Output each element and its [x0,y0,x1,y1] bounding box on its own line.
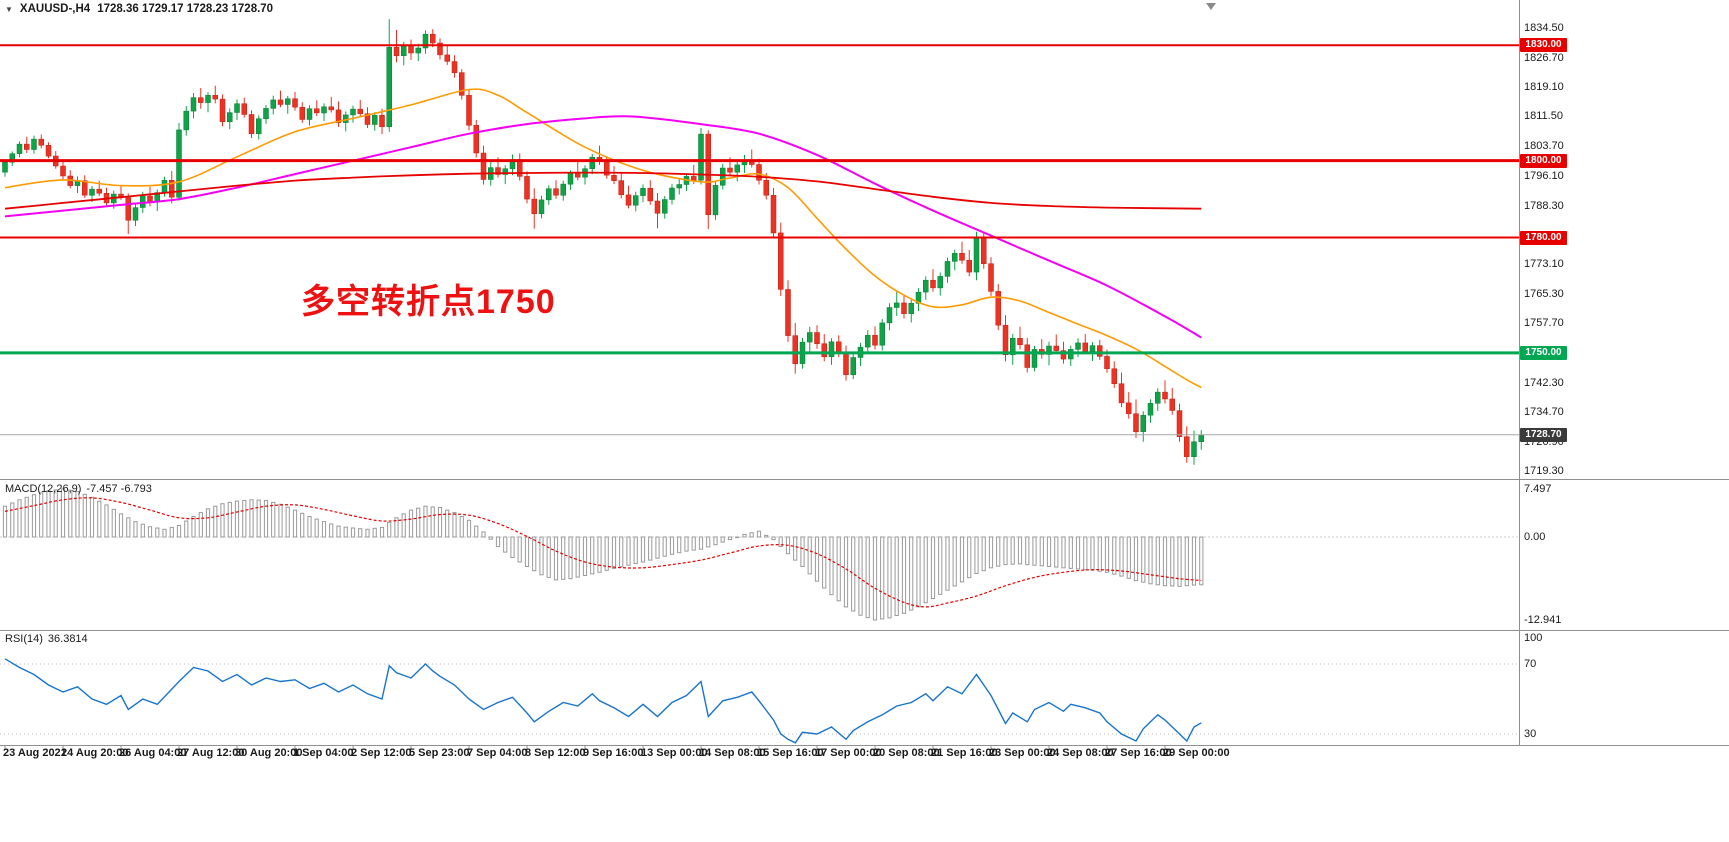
time-axis[interactable]: 23 Aug 2021 24 Aug 20:00 26 Aug 04:00 27 Au… [0,747,1519,763]
time-axis-label: 9 Sep 16:00 [583,747,644,759]
annotation-text: 多空转折点1750 [301,283,556,321]
symbol-timeframe: XAUUSD-,H4 [19,3,91,15]
price-line-badge: 1780.00 [1520,230,1567,245]
ohlc-values: 1728.36 1729.17 1728.23 1728.70 [97,3,274,15]
time-axis-label: 27 Aug 12:00 [177,747,245,759]
price-line-badge: 1750.00 [1520,345,1567,360]
price-scale-label: 1819.10 [1524,81,1564,94]
price-scale-label: 1788.30 [1524,199,1564,212]
price-line-badge: 1800.00 [1520,153,1567,168]
ma-slow-red-layer [4,171,1202,210]
time-axis-label: 23 Aug 2021 [3,747,67,759]
chart-shift-marker-icon[interactable] [1206,3,1216,10]
time-axis-label: 26 Aug 04:00 [119,747,187,759]
ma-slow-red [4,171,1202,210]
time-axis-label: 30 Aug 20:00 [235,747,303,759]
time-axis-label: 23 Sep 00:00 [989,747,1056,759]
macd-scale-label: 7.497 [1524,482,1552,495]
symbol-ohlc-info: ▼ XAUUSD-,H4 1728.36 1729.17 1728.23 172… [5,3,273,15]
rsi-scale-label: 30 [1524,728,1537,740]
rsi-label: RSI(14) [5,633,43,645]
price-scale-label: 1757.70 [1524,317,1564,330]
time-axis-label: 14 Sep 08:00 [699,747,766,759]
rsi-scale-label: 100 [1524,632,1543,644]
time-axis-label: 17 Sep 00:00 [815,747,882,759]
macd-scale-label: 0.00 [1524,531,1546,543]
macd-indicator-label: MACD(12,26,9) -7.457 -6.793 [5,483,157,495]
time-axis-label: 24 Sep 08:00 [1047,747,1114,759]
price-scale[interactable]: 1834.50 1826.70 1819.10 1811.50 1803.70 1796.… [1519,0,1729,746]
price-scale-label: 1834.50 [1524,22,1564,34]
price-scale-label: 1773.10 [1524,258,1564,271]
macd-layer [0,488,1519,621]
time-axis-label: 27 Sep 16:00 [1105,747,1172,759]
price-scale-label: 1742.30 [1524,376,1564,389]
time-axis-label: 2 Sep 12:00 [351,747,412,759]
macd-scale-label: -12.941 [1524,613,1562,626]
macd-values: -7.457 -6.793 [86,483,152,495]
rsi-indicator-label: RSI(14) 36.3814 [5,633,93,645]
candles-layer [2,19,1204,465]
rsi-line [4,658,1202,744]
ma-mid-magenta-layer [4,115,1202,339]
price-scale-label: 1811.50 [1524,110,1563,123]
rsi-layer [0,658,1519,744]
macd-label: MACD(12,26,9) [5,483,82,495]
time-axis-label: 15 Sep 16:00 [757,747,824,759]
time-axis-label: 29 Sep 00:00 [1163,747,1230,759]
time-axis-label: 21 Sep 16:00 [931,747,998,759]
time-axis-label: 1 Sep 04:00 [293,747,354,759]
horizontal-lines-layer [0,44,1519,436]
price-scale-label: 1734.70 [1524,405,1564,418]
time-axis-label: 5 Sep 23:00 [409,747,470,759]
price-scale-label: 1826.70 [1524,51,1564,64]
time-axis-label: 7 Sep 04:00 [467,747,528,759]
macd-signal-line [4,497,1202,608]
price-scale-label: 1803.70 [1524,140,1564,153]
price-scale-label: 1719.30 [1524,464,1564,477]
time-axis-label: 24 Aug 20:00 [61,747,129,759]
time-axis-label: 8 Sep 12:00 [525,747,586,759]
rsi-value: 36.3814 [47,633,88,645]
ma-mid-magenta [4,115,1202,339]
separators-layer [0,0,1729,749]
price-scale-label: 1796.10 [1524,169,1564,182]
price-line-badge: 1830.00 [1520,38,1567,53]
time-axis-label: 20 Sep 08:00 [873,747,940,759]
rsi-scale-label: 70 [1524,658,1537,670]
price-scale-label: 1765.30 [1524,288,1564,301]
symbol-dropdown-icon[interactable]: ▼ [5,4,13,14]
current-price-badge: 1728.70 [1520,427,1567,442]
time-axis-label: 13 Sep 00:00 [641,747,708,759]
